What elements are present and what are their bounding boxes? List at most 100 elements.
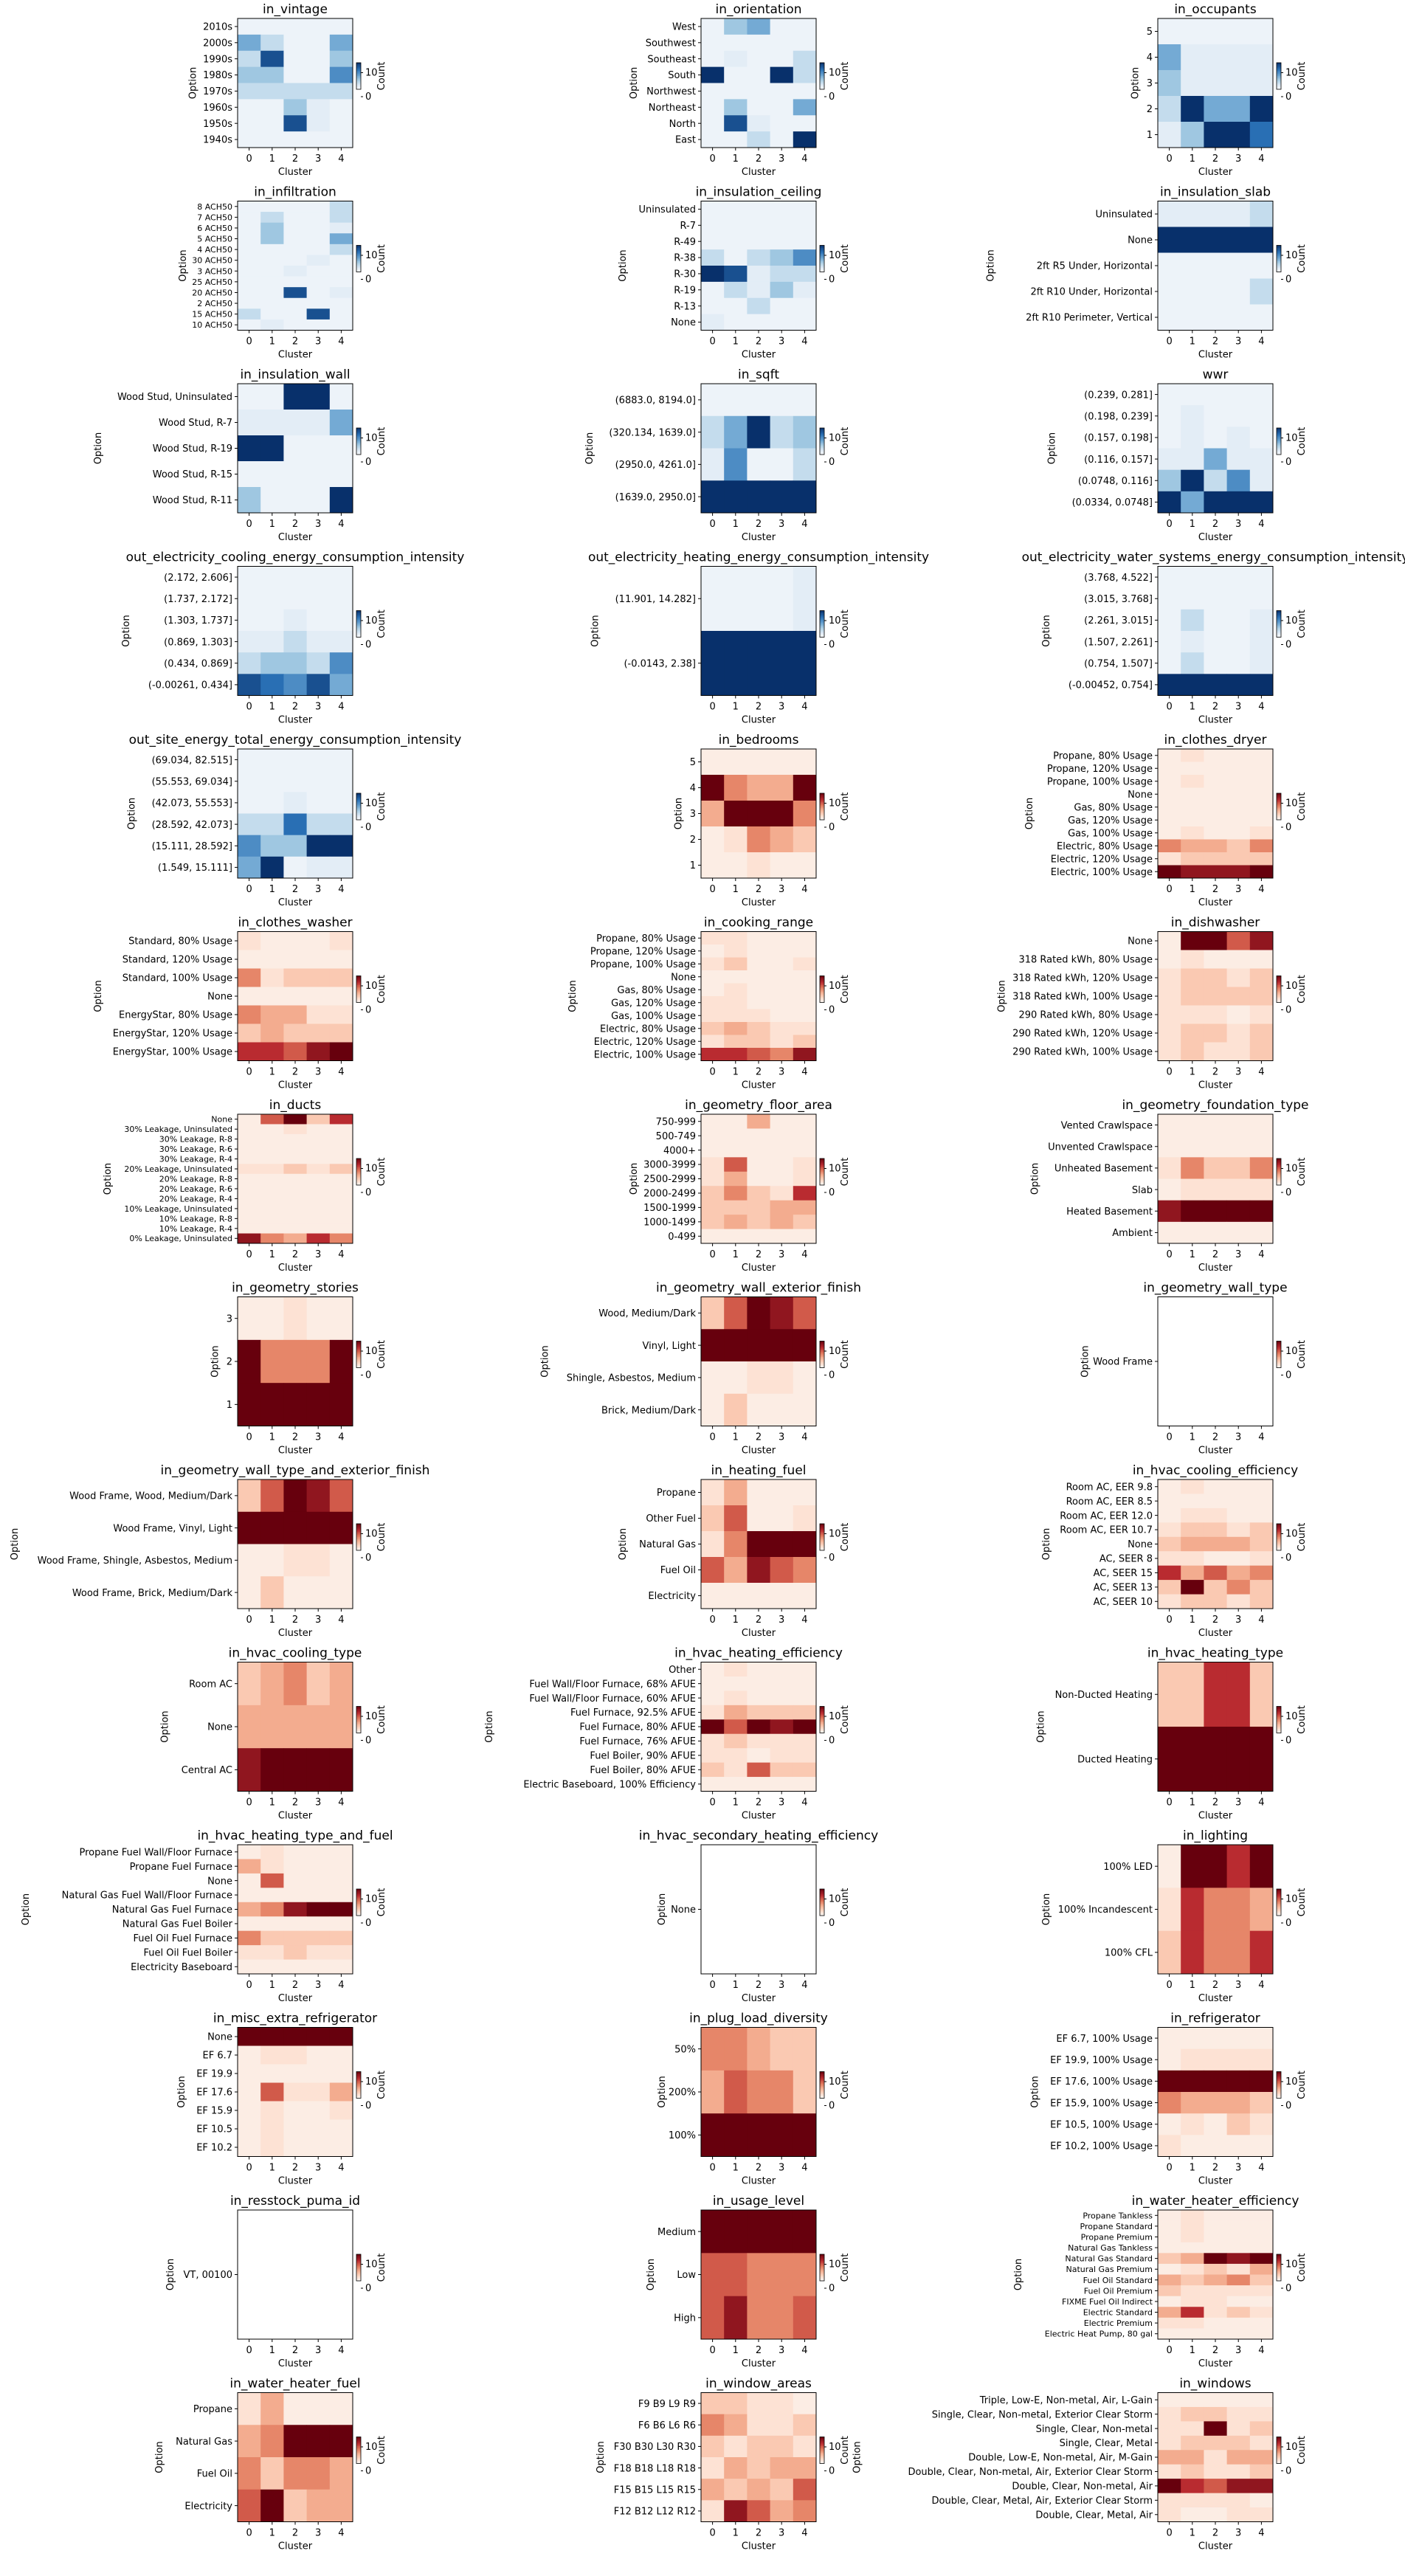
colorbar-segment [356,2095,361,2097]
colorbar-segment [1277,997,1281,999]
heatmap-cell [238,631,261,653]
y-tick-label: (0.239, 0.281] [1084,390,1153,401]
colorbar-segment [820,977,824,979]
heatmap-cell [238,487,261,514]
colorbar-segment [820,2447,824,2449]
colorbar-segment [820,2453,824,2455]
y-tick-label: Triple, Low-E, Non-metal, Air, L-Gain [979,2395,1153,2406]
heatmap-cell [260,18,284,35]
colorbar-segment [820,445,824,447]
heatmap-cell [701,2414,725,2437]
heatmap-cell [747,749,770,776]
x-tick-label: 3 [315,702,321,713]
colorbar-segment [1277,1730,1281,1732]
y-tick-label: 318 Rated kWh, 80% Usage [1018,955,1153,966]
heatmap-cell [1181,2328,1204,2340]
colorbar-segment [356,1731,361,1733]
heatmap-cell [1158,2296,1181,2307]
colorbar-segment [356,248,361,250]
colorbar-segment [1277,2085,1281,2087]
y-axis-label: Option [154,2441,165,2473]
colorbar-segment [1277,1727,1281,1730]
heatmap-cell [283,1945,307,1960]
heatmap-cell [793,775,817,801]
x-axis-label: Cluster [1198,350,1233,361]
y-tick-label: Wood, Medium/Dark [598,1308,696,1319]
heatmap-cell [724,2457,748,2479]
y-tick-label: Gas, 80% Usage [1074,802,1153,813]
heatmap-cell [1158,2113,1181,2135]
heatmap-cell [260,1204,284,1215]
heatmap-cell [793,2392,817,2415]
colorbar-segment [820,800,824,802]
heatmap-cell [260,566,284,589]
heatmap-cell [306,1193,331,1204]
colorbar-segment [1277,2086,1281,2088]
colorbar-segment [356,612,361,614]
heatmap-cell [260,1339,284,1384]
colorbar-segment [1277,1536,1281,1538]
heatmap-cell [1249,1888,1274,1932]
heatmap-cell [1158,950,1181,969]
heatmap-cell [306,1479,331,1513]
colorbar-segment [1277,249,1281,251]
colorbar-segment [1277,2079,1281,2082]
heatmap-cell [306,1873,331,1888]
colorbar-segment [820,1910,824,1912]
x-tick-label: 1 [1190,1432,1195,1443]
y-axis-label: Option [1046,432,1057,464]
colorbar-segment [1277,1711,1281,1713]
heatmap-cell [770,983,794,997]
heatmap-cell [329,308,353,320]
heatmap-cell [329,212,353,224]
colorbar-segment [356,270,361,272]
y-tick-label: None [207,1722,232,1733]
colorbar-tick-label: 10 [829,615,841,626]
colorbar-segment [1277,265,1281,267]
heatmap-cell [1204,2253,1227,2265]
heatmap-cell [701,415,725,449]
colorbar-segment [820,270,824,272]
heatmap-cell [724,1114,748,1129]
heatmap-cell [1249,2464,1274,2479]
heatmap-cell [306,131,331,148]
y-axis-label: Option [997,980,1008,1012]
heatmap-cell [306,968,331,987]
x-axis-label: Cluster [278,1263,313,1274]
heatmap-cell [724,1157,748,1173]
heatmap-cell [1226,2274,1251,2286]
heatmap-cell [747,201,770,218]
heatmap-cell [260,2027,284,2046]
heatmap-cell [793,970,817,984]
heatmap-cell [1226,1536,1251,1552]
colorbar-segment [1277,1914,1281,1916]
colorbar-segment [1277,626,1281,629]
colorbar-segment [1277,2094,1281,2096]
colorbar-segment [820,1526,824,1528]
colorbar-tick-label: 10 [829,250,841,261]
y-tick-label: Ambient [1112,1228,1153,1239]
x-tick-label: 2 [1212,519,1218,530]
colorbar-tick-label: 0 [365,274,371,286]
colorbar-segment [1277,617,1281,619]
heatmap-cell [701,217,725,234]
colorbar-segment [356,998,361,1001]
heatmap-cell [770,34,794,52]
heatmap-cell [724,801,748,827]
y-tick-label: Wood Stud, R-7 [159,418,232,429]
colorbar-segment [1277,2446,1281,2448]
heatmap-cell [283,1916,307,1932]
x-axis-label: Cluster [278,350,313,361]
x-tick-label: 0 [1166,702,1172,713]
heatmap-cell [1158,2242,1181,2254]
heatmap-cell [283,1204,307,1215]
colorbar-segment [1277,77,1281,79]
x-tick-label: 0 [1166,1615,1172,1626]
y-axis-label: Option [567,980,579,1012]
colorbar-segment [1277,804,1281,806]
colorbar-segment [1277,2255,1281,2257]
heatmap-cell [747,931,770,945]
x-tick-label: 3 [779,1249,784,1260]
colorbar-segment [356,2278,361,2280]
